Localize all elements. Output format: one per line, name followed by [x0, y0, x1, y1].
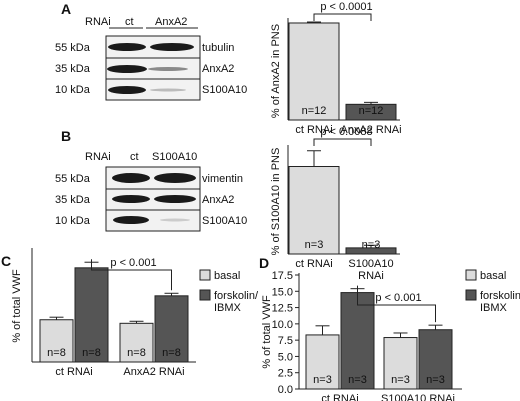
blot-b-lane-knockdown: S100A10: [152, 151, 197, 163]
bar-2-1: [383, 337, 418, 390]
n-label-1-1: n=3: [313, 374, 332, 386]
n-label-1-1: n=8: [47, 347, 66, 359]
bar-1-2: [340, 292, 375, 390]
blot-a-protein-1: tubulin: [202, 42, 234, 54]
significance-bracket: [357, 285, 436, 323]
n-label-2: n=3: [362, 239, 381, 251]
n-label-1: n=12: [302, 105, 327, 117]
category-label-1: ct RNAi: [295, 124, 332, 136]
category-label-1: ct RNAi: [321, 393, 358, 401]
blot-b-kda-2: 35 kDa: [55, 194, 91, 206]
legend-label-2-line-2: IBMX: [214, 302, 242, 314]
band-b-s100-kd: [160, 218, 190, 222]
legend-label-1: basal: [480, 270, 506, 282]
y-axis-label: % of total VWF: [11, 269, 23, 343]
n-label-2-2: n=8: [162, 347, 181, 359]
y-tick-label: 12.5: [272, 303, 293, 315]
band-a-s100-kd: [150, 88, 186, 92]
chart-b: % of S100A10 in PNS n=3 ct RNAi n=3 S100A10R…: [270, 126, 400, 282]
category-label-1: ct RNAi: [55, 366, 92, 378]
bar-2-1: [119, 322, 154, 363]
y-tick-label: 17.5: [272, 270, 293, 282]
y-tick-label: 7.5: [278, 335, 293, 347]
band-b-s100-ct: [113, 216, 149, 224]
band-a-s100-ct: [108, 86, 146, 94]
legend-swatch-2: [465, 289, 477, 301]
n-label-1-2: n=8: [82, 347, 101, 359]
blot-b-kda-1: 55 kDa: [55, 173, 91, 185]
blot-b-bands: [112, 173, 196, 224]
panel-label-b: B: [61, 128, 71, 144]
n-label-1: n=3: [305, 239, 324, 251]
band-b-anxa2-kd: [154, 195, 196, 203]
blot-b-frames: [105, 166, 201, 232]
y-axis-label: % of AnxA2 in PNS: [270, 24, 282, 118]
panel-label-a: A: [61, 1, 71, 17]
bar-1-1: [305, 334, 340, 390]
blot-b-kda-3: 10 kDa: [55, 215, 91, 227]
legend-swatch-2: [199, 289, 211, 301]
y-tick-label: 10.0: [272, 319, 293, 331]
significance-label: p < 0.001: [110, 257, 156, 269]
n-label-2-2: n=3: [426, 374, 445, 386]
category-label-2: AnxA2 RNAi: [340, 124, 401, 136]
band-b-vimentin-ct: [112, 173, 150, 183]
y-tick-label: 0.0: [278, 384, 293, 396]
legend-label-2-line-1: forskolin/: [214, 290, 259, 302]
bar-1-2: [74, 267, 109, 363]
blot-b-lane-ct: ct: [130, 151, 139, 163]
blot-a-lane-ct: ct: [125, 16, 134, 28]
blot-a-kda-3: 10 kDa: [55, 84, 91, 96]
blot-a-protein-3: S100A10: [202, 84, 247, 96]
blot-a-kda-2: 35 kDa: [55, 63, 91, 75]
band-a-tubulin-ct: [108, 43, 146, 51]
category-label-1: ct RNAi: [295, 258, 332, 270]
band-a-tubulin-kd: [150, 43, 194, 51]
blot-a-lane-knockdown: AnxA2: [155, 16, 187, 28]
chart-a: % of AnxA2 in PNS n=12 ct RNAi n=12 AnxA2 RN…: [270, 1, 402, 136]
bar-1: [288, 166, 340, 255]
blot-a-kda-1: 55 kDa: [55, 42, 91, 54]
band-a-anxa2-kd: [148, 67, 188, 71]
category-label-2-line-2: RNAi: [358, 270, 384, 282]
legend-label-1: basal: [214, 270, 240, 282]
significance-bracket: [91, 259, 172, 291]
chart-d: % of total VWF 0.0 2.5 5.0 7.5 10.0 12.5 15.0 17…: [261, 269, 520, 401]
panel-label-c: C: [1, 253, 11, 269]
significance-bracket: [313, 138, 372, 146]
blot-a-rnai-label: RNAi: [85, 16, 111, 28]
band-b-vimentin-kd: [154, 173, 196, 183]
significance-label: p < 0.001: [375, 292, 421, 304]
n-label-1-2: n=3: [348, 374, 367, 386]
chart-c: % of total VWF n=8 n=8 ct RNAi n=8 n=8 AnxA2 R…: [11, 248, 259, 378]
blot-b-protein-1: vimentin: [202, 173, 243, 185]
blot-a-protein-2: AnxA2: [202, 63, 234, 75]
blot-b-rnai-label: RNAi: [85, 151, 111, 163]
y-axis-label: % of total VWF: [261, 295, 273, 369]
legend-label-2-line-2: IBMX: [480, 302, 508, 314]
blot-b-protein-3: S100A10: [202, 215, 247, 227]
blot-a-bands: [107, 43, 194, 94]
y-tick-label: 15.0: [272, 286, 293, 298]
n-label-2-1: n=3: [391, 374, 410, 386]
n-label-2-1: n=8: [127, 347, 146, 359]
band-b-anxa2-ct: [112, 195, 150, 203]
category-label-2-line-1: S100A10: [348, 258, 393, 270]
y-axis-label: % of S100A10 in PNS: [270, 148, 282, 256]
band-a-anxa2-ct: [107, 65, 147, 73]
y-tick-label: 5.0: [278, 351, 293, 363]
y-tick-label: 2.5: [278, 368, 293, 380]
n-label-2: n=12: [359, 105, 384, 117]
category-label-2: S100A10 RNAi: [381, 393, 455, 401]
legend-label-2-line-1: forskolin/: [480, 290, 520, 302]
significance-label: p < 0.0088: [320, 126, 372, 138]
significance-bracket: [313, 13, 372, 21]
blot-b-protein-2: AnxA2: [202, 194, 234, 206]
significance-label: p < 0.0001: [320, 1, 372, 13]
legend-swatch-1: [465, 269, 477, 281]
panel-label-d: D: [259, 255, 269, 271]
legend-swatch-1: [199, 269, 211, 281]
category-label-2: AnxA2 RNAi: [123, 366, 184, 378]
